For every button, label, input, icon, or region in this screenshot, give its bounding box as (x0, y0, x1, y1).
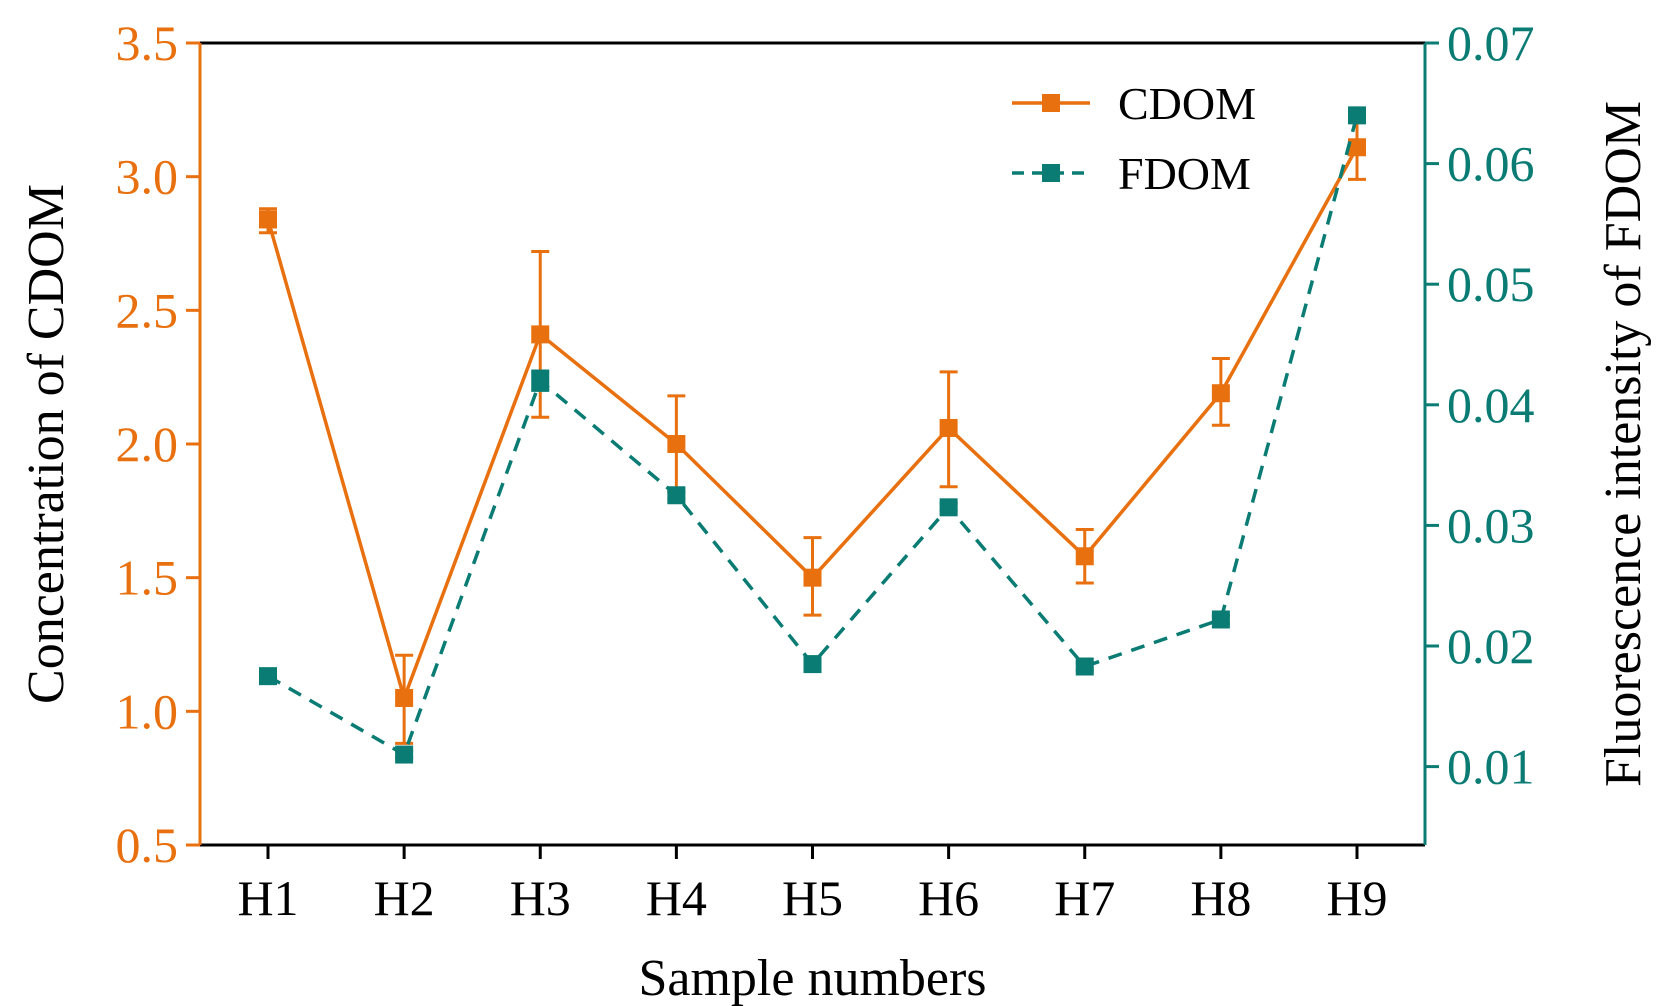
data-point (1211, 384, 1230, 403)
legend-item-fdom: FDOM (1012, 148, 1251, 199)
left-tick-label: 3.0 (116, 149, 179, 205)
right-tick-label: 0.04 (1447, 377, 1535, 433)
left-axis-title: Concentration of CDOM (18, 184, 75, 704)
right-tick-label: 0.06 (1447, 136, 1535, 192)
data-point (395, 688, 414, 707)
left-tick-label: 1.0 (116, 683, 179, 739)
series-layer (259, 106, 1366, 764)
data-point (259, 667, 277, 686)
data-point (531, 325, 550, 344)
axes-layer: 0.5 1.0 1.5 2.0 2.5 3.0 3.5 0.01 0.02 0.03 0.04 0.0… (18, 15, 1652, 1006)
data-point (803, 568, 822, 587)
x-tick-label: H6 (918, 870, 979, 926)
legend-item-cdom: CDOM (1012, 78, 1256, 129)
legend-label: FDOM (1118, 148, 1251, 199)
data-point (667, 486, 686, 505)
data-point (803, 655, 822, 674)
data-point (1211, 610, 1230, 629)
right-axis-title: Fluorescence intensity of FDOM (1595, 101, 1652, 787)
left-tick-label: 3.5 (116, 15, 179, 71)
right-tick-label: 0.05 (1447, 256, 1535, 312)
data-point (1348, 106, 1366, 125)
right-tick-label: 0.02 (1447, 618, 1535, 674)
left-tick-label: 1.5 (116, 550, 179, 606)
data-point (259, 210, 277, 229)
x-tick-label: H3 (510, 870, 571, 926)
x-tick-label: H7 (1054, 870, 1115, 926)
x-tick-label: H4 (646, 870, 707, 926)
x-tick-label: H5 (782, 870, 843, 926)
data-point (1075, 547, 1094, 566)
x-axis-title: Sample numbers (638, 950, 986, 1006)
x-tick-label: H2 (374, 870, 435, 926)
x-tick-label: H8 (1190, 870, 1251, 926)
left-tick-label: 0.5 (116, 817, 179, 873)
x-tick-label: H9 (1326, 870, 1387, 926)
data-point (939, 418, 958, 437)
data-point (395, 745, 414, 764)
legend-label: CDOM (1118, 78, 1256, 129)
data-point (531, 371, 550, 390)
legend: CDOM FDOM (1012, 78, 1256, 199)
left-tick-label: 2.0 (116, 416, 179, 472)
right-tick-label: 0.01 (1447, 739, 1535, 795)
right-tick-label: 0.07 (1447, 15, 1535, 71)
series-fdom (259, 106, 1366, 764)
series-cdom (259, 116, 1366, 745)
data-point (1348, 138, 1366, 157)
x-tick-label: H1 (237, 870, 298, 926)
legend-marker (1042, 164, 1060, 182)
data-point (939, 498, 958, 517)
right-tick-label: 0.03 (1447, 497, 1535, 553)
data-point (1075, 657, 1094, 676)
legend-marker (1042, 94, 1060, 112)
left-tick-label: 2.5 (116, 282, 179, 338)
data-point (667, 435, 686, 453)
